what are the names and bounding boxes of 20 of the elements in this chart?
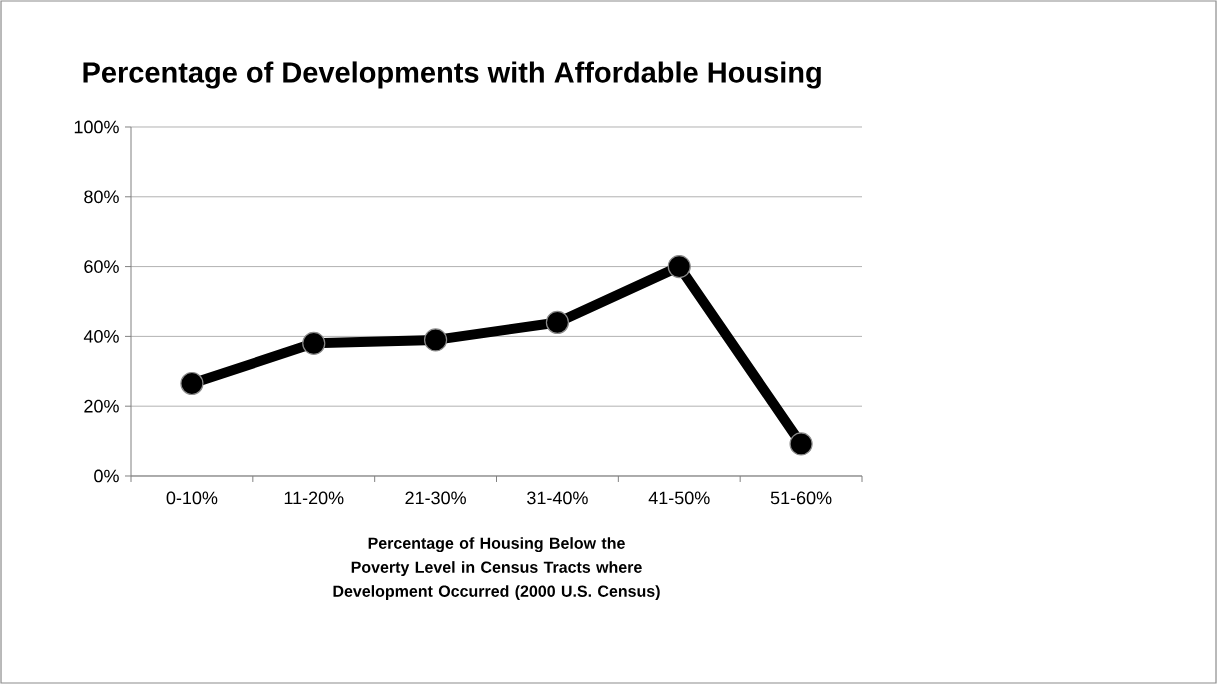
point [545, 310, 570, 335]
y-tick-label: 100% [74, 120, 119, 134]
y-tick-label: 80% [84, 190, 119, 204]
y-tick-label: 40% [83, 330, 119, 343]
chart-title: Percentage of Developments with Affordable Housing [83, 61, 821, 89]
x-tick-label: 11-20% [284, 491, 344, 505]
point [423, 328, 448, 352]
x-tick-label: 41-50% [648, 491, 710, 505]
point [667, 254, 691, 279]
x-tick-label: 31-40% [527, 491, 588, 505]
x-tick-label: 0-10% [166, 491, 218, 505]
point [789, 432, 813, 456]
x-axis-title: Percentage of Housing Below the Poverty Level in Census Tracts where Development Occurred (2000 U.S. Census) [333, 537, 660, 601]
point [180, 371, 204, 396]
y-tick-label: 60% [84, 260, 119, 273]
y-tick-label: 0% [94, 469, 119, 483]
point [302, 331, 326, 355]
x-tick-label: 21-30% [405, 491, 466, 505]
x-tick-label: 51-60% [770, 491, 832, 505]
y-tick-label: 20% [84, 399, 119, 413]
